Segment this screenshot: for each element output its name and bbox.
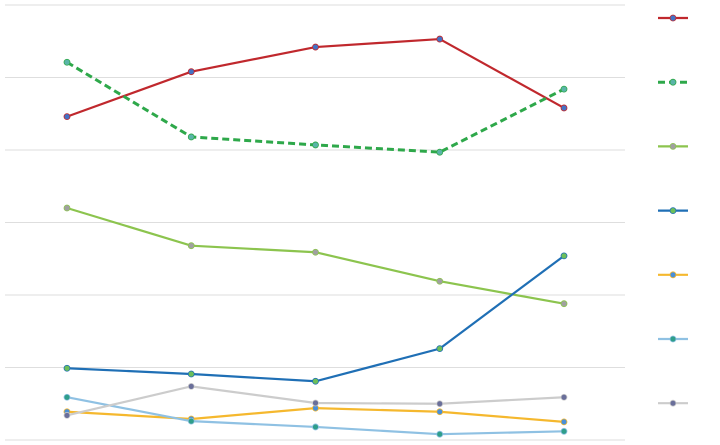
data-point xyxy=(63,113,71,121)
data-point xyxy=(436,148,444,156)
data-point xyxy=(63,204,71,212)
data-point xyxy=(187,370,195,378)
data-point xyxy=(312,377,319,385)
data-point xyxy=(560,393,568,401)
data-point xyxy=(560,427,568,435)
data-point xyxy=(436,400,444,408)
legend-marker xyxy=(669,78,677,86)
data-point xyxy=(312,141,319,149)
data-point xyxy=(560,418,568,426)
data-point xyxy=(63,393,71,401)
data-point xyxy=(187,68,195,76)
data-point xyxy=(436,430,444,438)
data-point xyxy=(187,242,195,250)
data-point xyxy=(187,133,195,141)
data-point xyxy=(312,43,319,51)
data-point xyxy=(560,252,568,260)
data-point xyxy=(312,399,319,407)
data-point xyxy=(63,58,71,66)
legend-marker xyxy=(669,142,677,150)
series-line xyxy=(66,60,565,154)
data-point xyxy=(436,35,444,43)
legend-marker xyxy=(669,207,677,215)
data-point xyxy=(560,85,568,93)
legend-marker xyxy=(669,271,677,279)
data-point xyxy=(187,382,195,390)
data-point xyxy=(312,248,319,256)
data-point xyxy=(436,408,444,416)
data-point xyxy=(63,364,71,372)
legend-marker xyxy=(669,14,677,22)
data-point xyxy=(560,104,568,112)
data-point xyxy=(560,300,568,308)
series-line xyxy=(66,254,565,383)
legend-marker xyxy=(669,335,677,343)
legend-marker xyxy=(669,399,677,407)
data-point xyxy=(312,423,319,431)
data-point xyxy=(436,345,444,353)
data-point xyxy=(187,417,195,425)
data-point xyxy=(436,277,444,285)
data-point xyxy=(63,411,71,419)
